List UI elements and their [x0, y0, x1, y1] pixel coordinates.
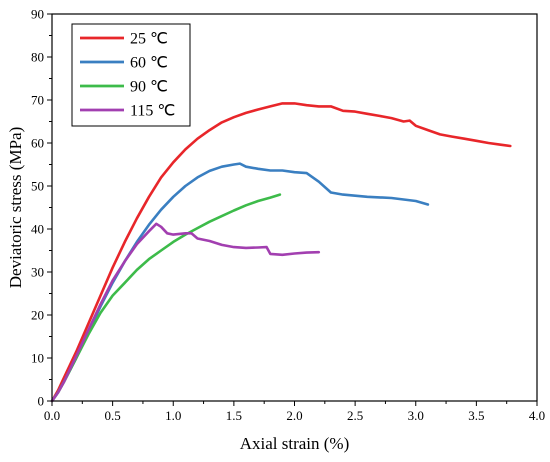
x-axis-title: Axial strain (%): [240, 434, 350, 453]
legend-label: 60 ℃: [130, 55, 168, 72]
x-tick-label: 3.0: [408, 408, 424, 423]
y-tick-label: 30: [31, 265, 44, 280]
x-tick-label: 4.0: [529, 408, 545, 423]
x-tick-label: 3.5: [468, 408, 484, 423]
y-tick-label: 80: [31, 50, 44, 65]
y-axis: 0 10 20 30 40 50 60 70 80 90: [31, 7, 52, 409]
x-axis: 0.0 0.5 1.0 1.5 2.0 2.5 3.0 3.5 4.0: [44, 401, 545, 423]
series-line-3: [50, 193, 282, 403]
y-tick-label: 40: [31, 222, 44, 237]
y-tick-label: 50: [31, 179, 44, 194]
x-tick-label: 2.5: [347, 408, 363, 423]
y-tick-label: 70: [31, 93, 44, 108]
x-tick-label: 1.5: [226, 408, 242, 423]
legend-label: 25 ℃: [130, 31, 168, 48]
y-tick-label: 0: [38, 394, 45, 409]
x-tick-label: 1.0: [165, 408, 181, 423]
legend: 25 ℃ 60 ℃ 90 ℃ 115 ℃: [71, 23, 191, 127]
y-tick-label: 90: [31, 7, 44, 22]
y-tick-label: 60: [31, 136, 44, 151]
legend-label: 90 ℃: [130, 79, 168, 96]
y-tick-label: 20: [31, 308, 44, 323]
x-tick-label: 0.0: [44, 408, 60, 423]
series-line-1: [50, 102, 512, 403]
series-line-4: [50, 222, 321, 403]
series-line-2: [50, 162, 430, 403]
y-tick-label: 10: [31, 351, 44, 366]
x-tick-label: 2.0: [286, 408, 302, 423]
legend-label: 115 ℃: [130, 103, 175, 120]
y-axis-title: Deviatoric stress (MPa): [6, 127, 25, 288]
x-tick-label: 0.5: [105, 408, 121, 423]
plot-lines: [50, 102, 512, 403]
